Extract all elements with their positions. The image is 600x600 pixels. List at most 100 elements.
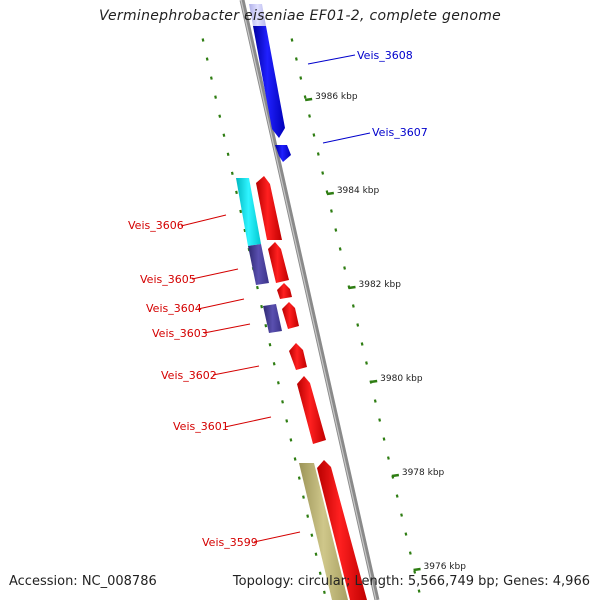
tick-dot [268,343,272,347]
map-title: Verminephrobacter eiseniae EF01-2, compl… [98,8,502,24]
kbp-tick [326,191,335,196]
tick-dot [256,285,259,290]
tick-dot [387,456,390,460]
gene-label-veis-3605[interactable]: Veis_3605 [140,273,196,286]
gene-arrow-veis-3606[interactable] [256,176,282,240]
kbp-tick [304,97,313,102]
tick-dot [316,152,320,156]
gene-arrow-veis-3607[interactable] [275,145,291,162]
leader-line-veis-3601 [224,416,272,428]
gene-arrow-veis-3601[interactable] [297,376,326,444]
genome-backbone [239,0,380,600]
leader-line-veis-3602 [212,365,260,376]
tick-dot [293,457,297,461]
tick-dot [338,247,342,251]
gene-label-veis-3606[interactable]: Veis_3606 [128,219,184,232]
leader-line-veis-3603 [203,323,251,334]
accession-text: Accession: NC_008786 [9,574,157,589]
genome-backbone-highlight [240,0,377,600]
tick-dot [378,418,382,422]
gene-label-veis-3607[interactable]: Veis_3607 [372,126,428,139]
tick-dot [290,38,294,42]
kbp-label: 3986 kbp [315,92,358,102]
tick-dot [264,323,268,328]
gene-arrow-veis-3602[interactable] [289,343,307,370]
gene-label-veis-3603[interactable]: Veis_3603 [152,327,208,340]
kbp-label: 3982 kbp [359,280,402,290]
tick-dot [310,533,314,537]
kbp-label: 3978 kbp [402,468,445,478]
cds-block-olive [299,463,348,600]
tick-dot [360,342,364,346]
tick-dot [302,495,305,499]
tick-dot [303,95,307,99]
leader-line-veis-3604 [197,298,245,310]
tick-dot [260,304,264,309]
tick-dot [289,438,293,442]
tick-dot [417,589,421,593]
cds-block-navy-1 [248,244,269,285]
leader-line-veis-3606 [180,214,227,227]
tick-dot [297,476,301,480]
tick-dot [272,362,276,366]
tick-dot [306,514,310,518]
tick-dot [395,494,399,498]
gene-arrow-veis-3603[interactable] [282,302,299,329]
gene-label-veis-3601[interactable]: Veis_3601 [173,420,229,433]
tick-dot [314,552,318,556]
tick-dot [312,133,316,137]
tick-dot [226,152,230,156]
gene-label-veis-3599[interactable]: Veis_3599 [202,536,258,549]
tick-dot [323,590,326,595]
kbp-label: 3976 kbp [424,562,467,572]
kbp-label: 3984 kbp [337,186,380,196]
tick-dot [214,95,217,99]
cds-block-cyan [236,178,261,246]
tick-dot [230,171,234,176]
tick-dot [373,399,377,403]
gene-label-veis-3604[interactable]: Veis_3604 [146,302,202,315]
gene-arrow-veis-3599[interactable] [317,460,367,600]
tick-dot [281,400,284,404]
tick-dot [205,57,209,61]
tick-dot [318,571,322,575]
inner-tick-ring [201,38,326,595]
tick-dot [343,266,346,270]
gene-arrow-veis-3604[interactable] [277,283,292,299]
tick-dot [334,228,338,232]
kbp-tick [391,473,400,478]
leader-line-veis-3599 [253,531,301,543]
tick-dot [408,551,412,555]
kbp-tick [348,285,356,290]
gene-arrow-veis-3608[interactable] [253,26,285,138]
tick-dot [239,209,243,214]
gene-label-veis-3608[interactable]: Veis_3608 [357,49,413,62]
tick-dot [404,532,408,536]
kbp-tick [413,567,421,572]
tick-dot [299,76,303,80]
tick-dot [365,361,368,365]
tick-dot [321,171,325,175]
cds-block-lavender [249,4,266,26]
leader-line-veis-3605 [191,268,239,280]
tick-dot [235,190,238,195]
tick-dot [351,304,355,308]
tick-dot [243,228,247,233]
topology-summary: Topology: circular; Length: 5,566,749 bp… [232,574,590,589]
tick-dot [382,437,386,441]
tick-dot [222,133,226,137]
tick-dot [356,323,360,327]
gene-arrow-veis-3605[interactable] [268,242,289,283]
tick-dot [218,114,222,118]
gene-label-veis-3602[interactable]: Veis_3602 [161,369,217,382]
tick-dot [201,38,205,42]
tick-dot [330,209,333,213]
tick-dot [400,513,403,517]
tick-dot [209,76,213,80]
kbp-tick [369,379,378,384]
leader-line-veis-3607 [322,132,371,144]
tick-dot [308,114,311,118]
tick-dot [276,381,280,385]
tick-dot [294,57,298,61]
